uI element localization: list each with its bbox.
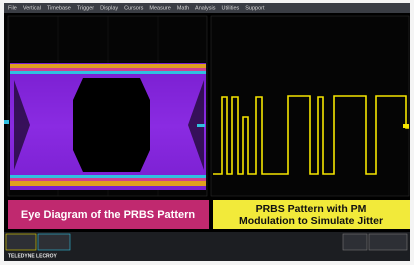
brand: TELEDYNE LECROY: [8, 253, 58, 259]
timebase-box[interactable]: [343, 234, 367, 250]
eye-opening: [73, 78, 150, 172]
caption: PRBS Pattern with PM: [256, 203, 367, 215]
trigger-marker: [197, 124, 205, 127]
menu-item[interactable]: Utilities: [222, 6, 240, 12]
menu-item[interactable]: Timebase: [47, 6, 71, 12]
menu-item[interactable]: File: [8, 6, 17, 12]
channel-box[interactable]: [38, 234, 70, 250]
menu-item[interactable]: Display: [100, 6, 118, 12]
trigger-box[interactable]: [369, 234, 407, 250]
menu-item[interactable]: Vertical: [23, 6, 41, 12]
menu-item[interactable]: Analysis: [195, 6, 216, 12]
menu-item[interactable]: Trigger: [77, 6, 94, 12]
channel-marker: [403, 124, 409, 128]
caption: Eye Diagram of the PRBS Pattern: [21, 209, 195, 221]
menu-item[interactable]: Support: [245, 6, 265, 12]
channel-marker: [4, 120, 9, 124]
menu-item[interactable]: Math: [177, 6, 189, 12]
menu-item[interactable]: Cursors: [124, 6, 144, 12]
menu-item[interactable]: Measure: [149, 6, 170, 12]
caption: Modulation to Simulate Jitter: [239, 215, 383, 227]
channel-box[interactable]: [6, 234, 36, 250]
oscilloscope-screen: File Vertical Timebase Trigger Display Cursor…: [0, 0, 414, 265]
